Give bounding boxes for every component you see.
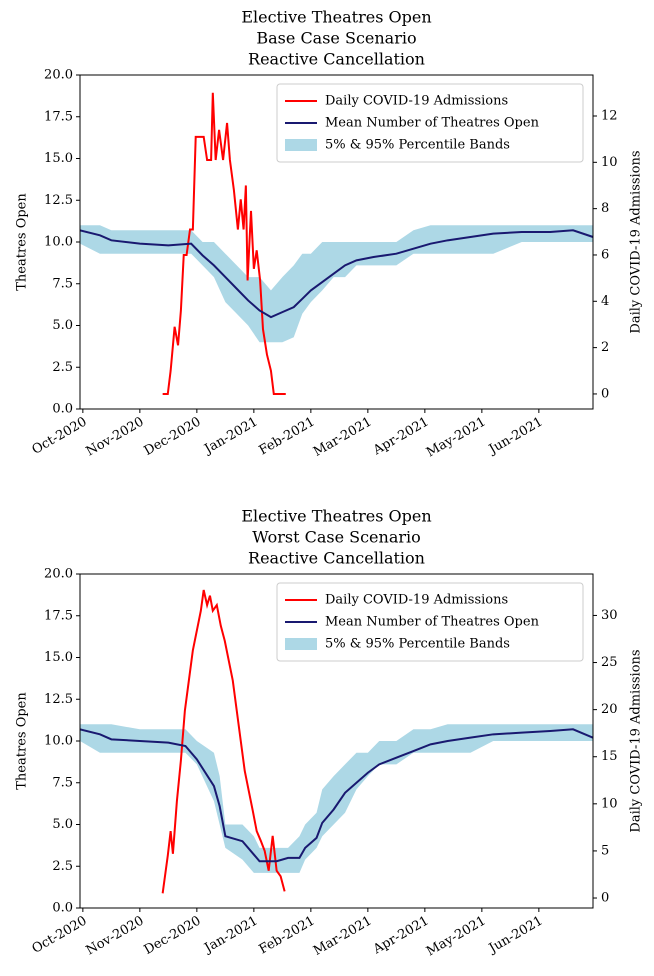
- legend-box: [276, 582, 584, 662]
- x-tick-label: Jan-2021: [200, 914, 260, 957]
- subplot: Elective Theatres Open Base Case Scenario…: [15, 8, 644, 461]
- plot-area: [80, 589, 593, 894]
- chart-title: Reactive Cancellation: [248, 549, 425, 568]
- legend: Daily COVID-19 Admissions Mean Number of …: [276, 83, 584, 163]
- y2-axis-label: Daily COVID-19 Admissions: [629, 649, 644, 832]
- percentile-band: [80, 225, 593, 343]
- x-tick-label: May-2021: [424, 415, 489, 461]
- y-tick-label: 10.0: [44, 235, 73, 250]
- y-tick-label: 12.5: [44, 692, 73, 707]
- y-tick-label: 20.0: [44, 68, 73, 83]
- y-tick-label: 12.5: [44, 193, 73, 208]
- subplot: Elective Theatres Open Worst Case Scenari…: [15, 507, 644, 960]
- series-line: [80, 728, 593, 863]
- y-tick-label: 17.5: [44, 608, 73, 623]
- y-tick-label: 2.5: [52, 859, 73, 874]
- y-tick-label: 7.5: [52, 775, 73, 790]
- legend-box: [276, 83, 584, 163]
- x-tick-label: Nov-2020: [84, 914, 147, 959]
- percentile-band: [80, 724, 593, 873]
- series-line: [161, 589, 286, 894]
- x-tick-label: Nov-2020: [84, 415, 147, 460]
- legend-label: Mean Number of Theatres Open: [325, 116, 540, 131]
- y-axis-label: Theatres Open: [15, 193, 30, 291]
- legend-label: 5% & 95% Percentile Bands: [325, 637, 510, 652]
- y-tick-label: 15.0: [44, 650, 73, 665]
- series-line: [162, 92, 286, 395]
- y2-tick-label: 4: [601, 294, 609, 309]
- legend-label: Daily COVID-19 Admissions: [325, 94, 508, 109]
- y-tick-label: 5.0: [52, 817, 73, 832]
- y2-tick-label: 10: [601, 155, 618, 170]
- x-tick-label: Feb-2021: [257, 914, 318, 958]
- legend-label: Mean Number of Theatres Open: [325, 615, 540, 630]
- chart-title: Elective Theatres Open: [241, 8, 431, 27]
- y-tick-label: 7.5: [52, 276, 73, 291]
- y2-tick-label: 2: [601, 340, 609, 355]
- y-tick-label: 0.0: [52, 402, 73, 417]
- y2-tick-label: 25: [601, 655, 618, 670]
- x-tick-label: May-2021: [424, 914, 489, 960]
- y-tick-label: 2.5: [52, 360, 73, 375]
- x-tick-label: Oct-2020: [30, 415, 90, 458]
- x-tick-label: Jun-2021: [485, 415, 546, 459]
- x-tick-label: Apr-2021: [370, 415, 432, 459]
- y2-axis-label: Daily COVID-19 Admissions: [629, 150, 644, 333]
- y2-tick-label: 15: [601, 749, 618, 764]
- x-tick-label: Jan-2021: [200, 415, 260, 458]
- series-line: [80, 229, 593, 319]
- legend-label: 5% & 95% Percentile Bands: [325, 138, 510, 153]
- x-tick-label: Jun-2021: [485, 914, 546, 958]
- y2-tick-label: 12: [601, 108, 618, 123]
- y2-tick-label: 10: [601, 796, 618, 811]
- x-tick-label: Mar-2021: [311, 914, 375, 959]
- chart-title: Worst Case Scenario: [252, 528, 421, 547]
- x-tick-label: Dec-2020: [142, 914, 204, 958]
- y-axis-label: Theatres Open: [15, 692, 30, 790]
- chart-title: Base Case Scenario: [256, 29, 416, 48]
- y-tick-label: 10.0: [44, 734, 73, 749]
- y2-tick-label: 0: [601, 386, 609, 401]
- x-tick-label: Oct-2020: [30, 914, 90, 957]
- x-tick-label: Feb-2021: [257, 415, 318, 459]
- y-tick-label: 17.5: [44, 109, 73, 124]
- legend-swatch: [285, 638, 317, 650]
- chart-title: Elective Theatres Open: [241, 507, 431, 526]
- legend-label: Daily COVID-19 Admissions: [325, 593, 508, 608]
- y-tick-label: 15.0: [44, 151, 73, 166]
- y2-tick-label: 6: [601, 247, 609, 262]
- plot-area: [80, 92, 593, 395]
- x-tick-label: Apr-2021: [370, 914, 432, 958]
- x-tick-label: Dec-2020: [142, 415, 204, 459]
- y2-tick-label: 5: [601, 843, 609, 858]
- legend-swatch: [285, 139, 317, 151]
- y2-tick-label: 20: [601, 702, 618, 717]
- y2-tick-label: 0: [601, 891, 609, 906]
- y-tick-label: 0.0: [52, 901, 73, 916]
- x-tick-label: Mar-2021: [311, 415, 375, 460]
- legend: Daily COVID-19 Admissions Mean Number of …: [276, 582, 584, 662]
- y2-tick-label: 30: [601, 608, 618, 623]
- chart-title: Reactive Cancellation: [248, 50, 425, 69]
- y-tick-label: 5.0: [52, 318, 73, 333]
- y2-tick-label: 8: [601, 201, 609, 216]
- y-tick-label: 20.0: [44, 567, 73, 582]
